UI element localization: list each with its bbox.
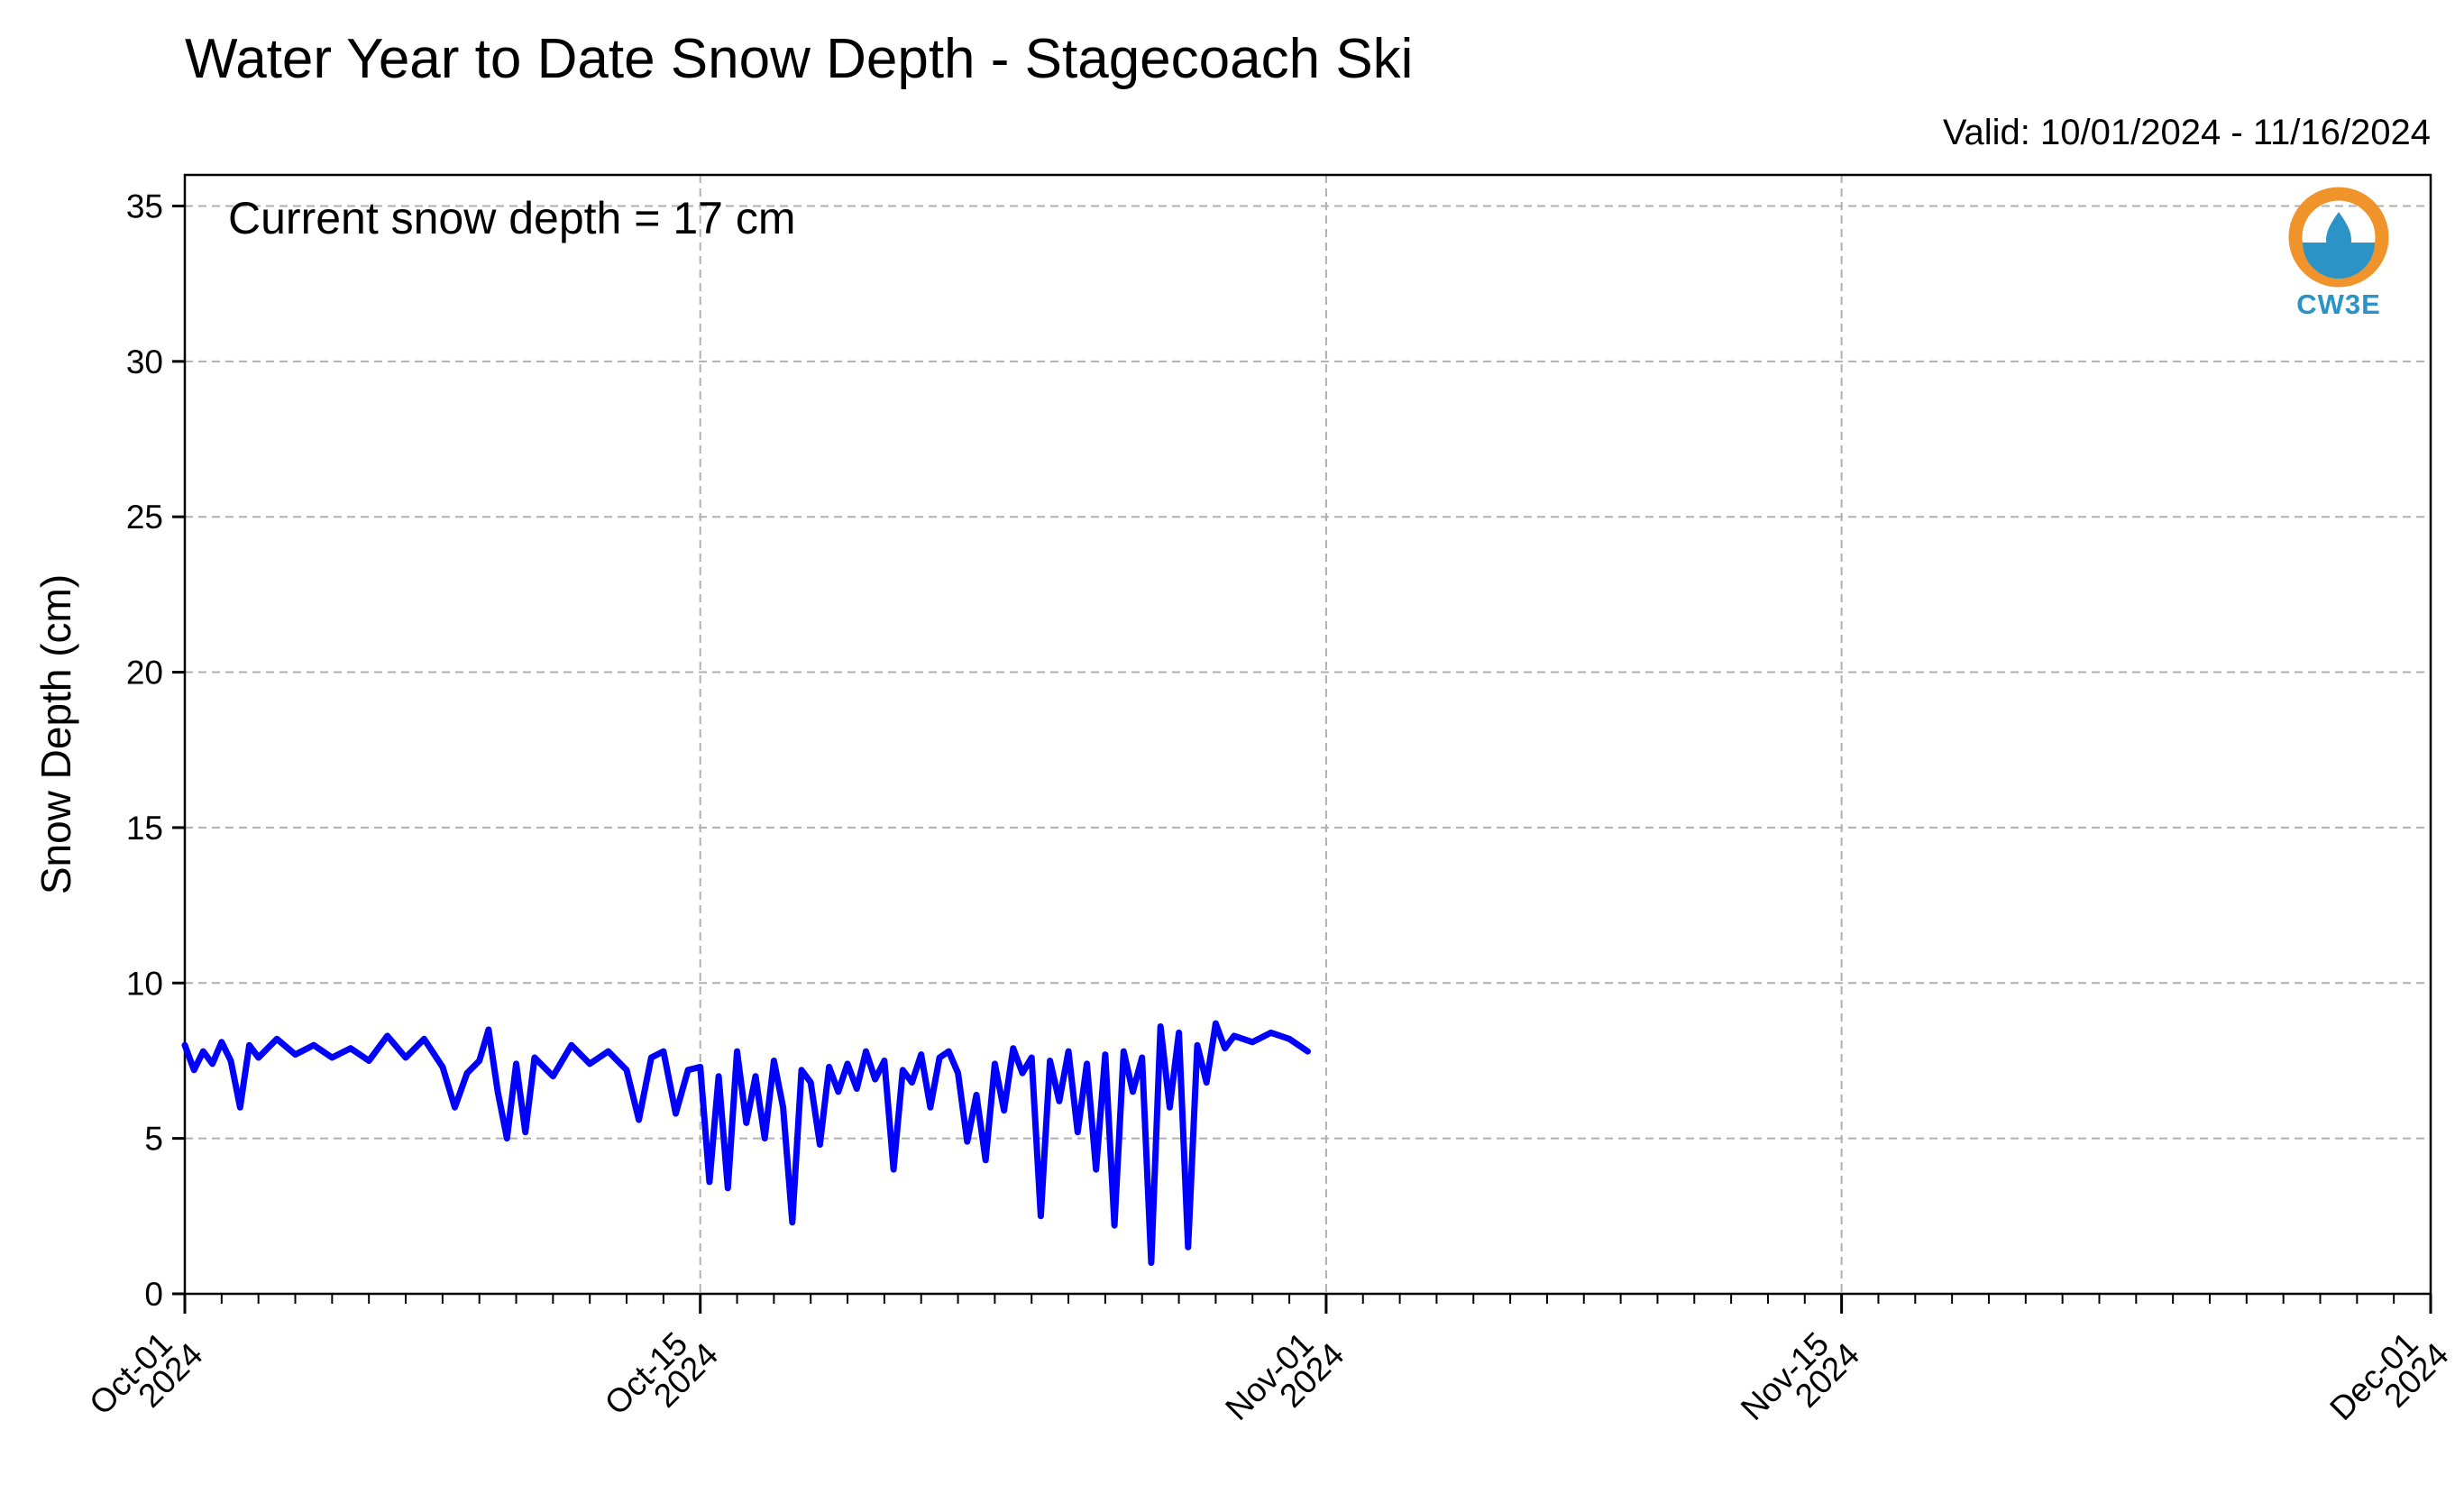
logo-text: CW3E	[2296, 289, 2381, 320]
y-axis-label: Snow Depth (cm)	[32, 574, 79, 894]
y-tick-label: 10	[126, 965, 163, 1002]
logo-sun-icon	[2288, 187, 2389, 288]
gridlines	[185, 175, 2431, 1294]
y-tick-label: 20	[126, 655, 163, 692]
y-tick-label: 25	[126, 499, 163, 536]
y-tick-label: 0	[144, 1276, 163, 1313]
y-tick-label: 30	[126, 344, 163, 380]
y-tick-label: 15	[126, 810, 163, 847]
current-depth-annotation: Current snow depth = 17 cm	[228, 193, 796, 243]
cw3e-logo: CW3E	[2288, 187, 2389, 320]
logo-drop-icon	[2326, 212, 2351, 253]
chart-title: Water Year to Date Snow Depth - Stagecoa…	[185, 28, 1413, 90]
y-tick-label: 35	[126, 188, 163, 225]
plot-frame	[183, 173, 2432, 1296]
series-line	[181, 1020, 1311, 1266]
valid-range: Valid: 10/01/2024 - 11/16/2024	[1943, 113, 2431, 152]
series-layer	[181, 1020, 1311, 1266]
y-tick-label: 5	[144, 1121, 163, 1158]
logo-water-icon	[2303, 243, 2375, 279]
